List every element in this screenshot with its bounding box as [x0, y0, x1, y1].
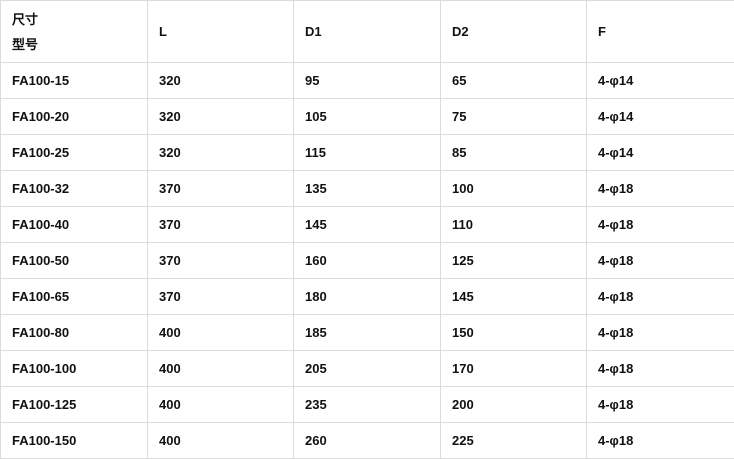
cell-f: 4-φ18 — [586, 314, 734, 351]
column-header-l: L — [147, 0, 294, 63]
cell-model: FA100-80 — [0, 314, 148, 351]
cell-d1: 145 — [293, 206, 441, 243]
table-row: FA100-40 370 145 110 4-φ18 — [0, 206, 734, 243]
cell-l: 320 — [147, 134, 294, 171]
table-row: FA100-100 400 205 170 4-φ18 — [0, 350, 734, 387]
cell-model: FA100-15 — [0, 62, 148, 99]
cell-model: FA100-150 — [0, 422, 148, 459]
cell-d2: 85 — [440, 134, 587, 171]
table-row: FA100-150 400 260 225 4-φ18 — [0, 422, 734, 459]
cell-l: 370 — [147, 170, 294, 207]
cell-l: 320 — [147, 98, 294, 135]
cell-f: 4-φ18 — [586, 278, 734, 315]
cell-d1: 160 — [293, 242, 441, 279]
cell-model: FA100-50 — [0, 242, 148, 279]
cell-d1: 205 — [293, 350, 441, 387]
cell-model: FA100-65 — [0, 278, 148, 315]
cell-model: FA100-32 — [0, 170, 148, 207]
cell-d2: 75 — [440, 98, 587, 135]
model-label: 型号 — [12, 36, 39, 52]
cell-d1: 95 — [293, 62, 441, 99]
cell-d1: 115 — [293, 134, 441, 171]
cell-d1: 185 — [293, 314, 441, 351]
cell-l: 370 — [147, 206, 294, 243]
cell-d2: 125 — [440, 242, 587, 279]
column-header-f: F — [586, 0, 734, 63]
cell-d1: 135 — [293, 170, 441, 207]
table-row: FA100-15 320 95 65 4-φ14 — [0, 62, 734, 99]
cell-l: 400 — [147, 422, 294, 459]
table-row: FA100-25 320 115 85 4-φ14 — [0, 134, 734, 171]
cell-d2: 170 — [440, 350, 587, 387]
cell-d2: 110 — [440, 206, 587, 243]
corner-header-cell: 尺寸 型号 — [0, 0, 148, 63]
table-row: FA100-50 370 160 125 4-φ18 — [0, 242, 734, 279]
header-row: 尺寸 型号 L D1 D2 F — [0, 0, 734, 63]
cell-l: 370 — [147, 278, 294, 315]
cell-d2: 225 — [440, 422, 587, 459]
cell-d1: 180 — [293, 278, 441, 315]
cell-f: 4-φ14 — [586, 62, 734, 99]
cell-f: 4-φ18 — [586, 350, 734, 387]
cell-model: FA100-25 — [0, 134, 148, 171]
cell-d2: 200 — [440, 386, 587, 423]
cell-f: 4-φ18 — [586, 242, 734, 279]
cell-l: 320 — [147, 62, 294, 99]
cell-d1: 105 — [293, 98, 441, 135]
cell-d2: 100 — [440, 170, 587, 207]
table-row: FA100-32 370 135 100 4-φ18 — [0, 170, 734, 207]
cell-f: 4-φ18 — [586, 170, 734, 207]
cell-l: 400 — [147, 350, 294, 387]
column-header-d2: D2 — [440, 0, 587, 63]
cell-d2: 150 — [440, 314, 587, 351]
cell-l: 400 — [147, 386, 294, 423]
table-row: FA100-125 400 235 200 4-φ18 — [0, 386, 734, 423]
cell-model: FA100-125 — [0, 386, 148, 423]
cell-model: FA100-20 — [0, 98, 148, 135]
cell-model: FA100-100 — [0, 350, 148, 387]
cell-d1: 235 — [293, 386, 441, 423]
table-row: FA100-65 370 180 145 4-φ18 — [0, 278, 734, 315]
cell-d2: 145 — [440, 278, 587, 315]
cell-f: 4-φ14 — [586, 134, 734, 171]
size-label: 尺寸 — [12, 11, 39, 27]
cell-model: FA100-40 — [0, 206, 148, 243]
cell-f: 4-φ18 — [586, 206, 734, 243]
cell-d2: 65 — [440, 62, 587, 99]
cell-f: 4-φ18 — [586, 422, 734, 459]
cell-d1: 260 — [293, 422, 441, 459]
cell-l: 400 — [147, 314, 294, 351]
table-row: FA100-20 320 105 75 4-φ14 — [0, 98, 734, 135]
column-header-d1: D1 — [293, 0, 441, 63]
cell-l: 370 — [147, 242, 294, 279]
table-row: FA100-80 400 185 150 4-φ18 — [0, 314, 734, 351]
cell-f: 4-φ18 — [586, 386, 734, 423]
cell-f: 4-φ14 — [586, 98, 734, 135]
